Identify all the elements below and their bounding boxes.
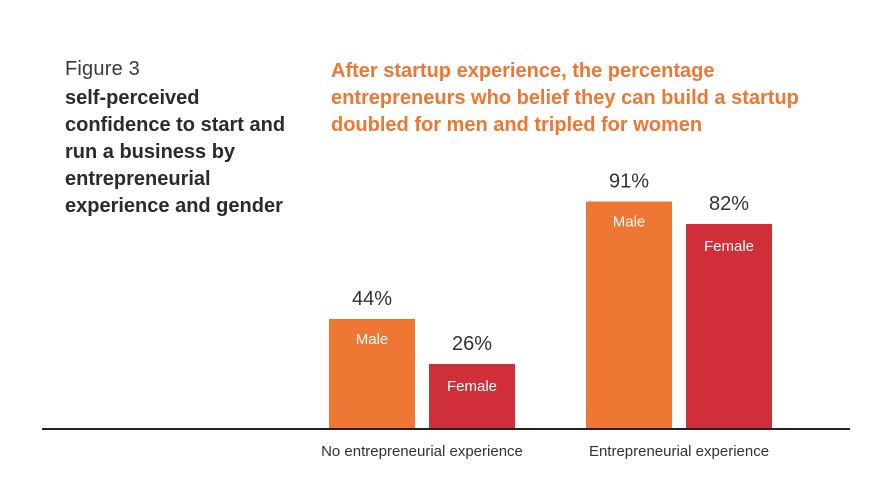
bar-male-2	[586, 201, 672, 429]
bar-female-1	[429, 364, 515, 429]
category-label-2: Entrepreneurial experience	[589, 443, 769, 460]
value-label-male-2: 91%	[609, 171, 649, 193]
value-label-female-1: 26%	[452, 333, 492, 355]
chart-title: After startup experience, the percentage…	[331, 60, 799, 136]
bars-layer: 44% Male 26% Female 91% Male 82% Female	[329, 171, 772, 429]
bar-female-2	[686, 224, 772, 429]
category-labels: No entrepreneurial experience Entrepreneu…	[321, 443, 769, 460]
in-bar-label-female-1: Female	[447, 378, 497, 395]
figure-number: Figure 3	[65, 58, 140, 80]
value-label-female-2: 82%	[709, 193, 749, 215]
bar-male-1	[329, 319, 415, 429]
in-bar-label-female-2: Female	[704, 238, 754, 255]
figure-caption: self-perceived confidence to start and r…	[65, 87, 286, 217]
in-bar-label-male-2: Male	[613, 214, 646, 231]
category-label-1: No entrepreneurial experience	[321, 443, 523, 460]
value-label-male-1: 44%	[352, 288, 392, 310]
in-bar-label-male-1: Male	[356, 331, 389, 348]
